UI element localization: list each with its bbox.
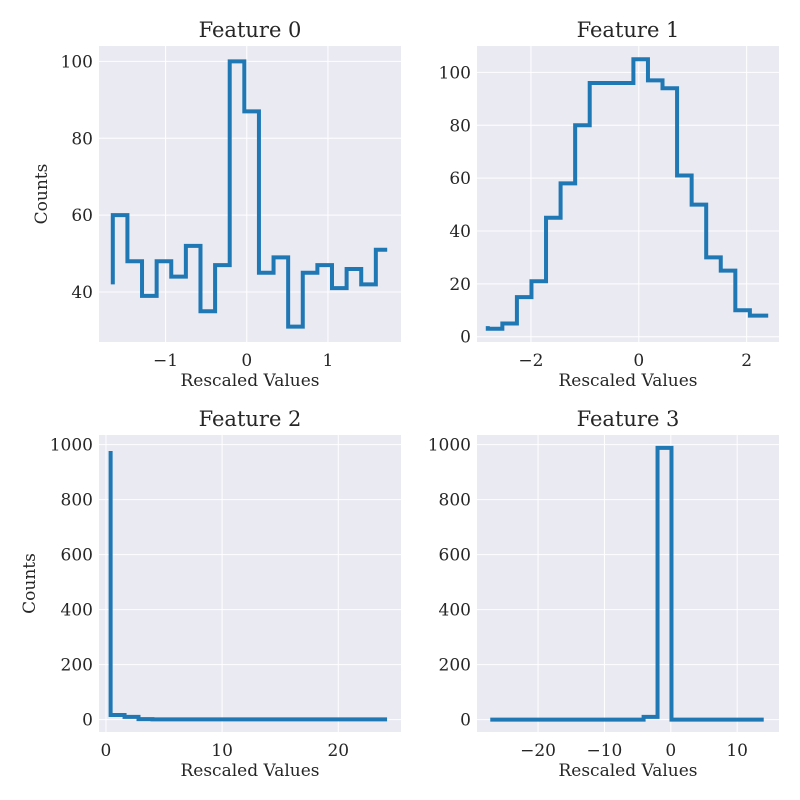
- x-axis-label: Rescaled Values: [180, 761, 319, 781]
- y-tick-label: 800: [439, 491, 471, 511]
- x-tick-label: 0: [101, 741, 112, 761]
- x-tick-label: −20: [520, 741, 556, 761]
- subplot-title: Feature 2: [199, 407, 302, 431]
- x-axis-label: Rescaled Values: [180, 371, 319, 391]
- y-tick-label: 600: [61, 546, 93, 566]
- y-tick-label: 20: [449, 275, 471, 295]
- y-tick-label: 400: [439, 601, 471, 621]
- x-tick-label: −10: [586, 741, 622, 761]
- x-tick-label: −1: [153, 351, 178, 371]
- x-tick-label: 0: [241, 351, 252, 371]
- y-tick-label: 1000: [428, 436, 471, 456]
- y-tick-label: 600: [439, 546, 471, 566]
- series-line: [490, 445, 764, 722]
- x-axis-label: Rescaled Values: [558, 761, 697, 781]
- y-axis-label: Counts: [32, 164, 52, 225]
- y-tick-label: 0: [460, 711, 471, 731]
- y-tick-label: 80: [449, 116, 471, 136]
- x-axis-label: Rescaled Values: [558, 371, 697, 391]
- y-tick-label: 60: [449, 169, 471, 189]
- x-tick-label: 10: [726, 741, 748, 761]
- axes-background: [477, 46, 779, 342]
- x-tick-label: 10: [211, 741, 233, 761]
- subplot-title: Feature 3: [577, 407, 680, 431]
- y-tick-label: 1000: [50, 436, 93, 456]
- x-tick-label: 0: [633, 351, 644, 371]
- y-tick-label: 40: [449, 222, 471, 242]
- y-tick-label: 60: [71, 206, 93, 226]
- subplot-0: −1 0 1 40 60 80 100 Feature 0 Rescaled Values Cou…: [32, 18, 401, 391]
- x-tick-label: 2: [741, 351, 752, 371]
- axes-background: [99, 46, 401, 342]
- y-tick-label: 800: [61, 491, 93, 511]
- x-tick-label: 0: [665, 741, 676, 761]
- y-tick-label: 400: [61, 601, 93, 621]
- x-tick-label: 20: [327, 741, 349, 761]
- x-tick-label: 1: [323, 351, 334, 371]
- subplot-title: Feature 0: [199, 18, 302, 42]
- axes-background: [477, 435, 779, 732]
- y-tick-label: 0: [460, 328, 471, 348]
- x-tick-label: −2: [518, 351, 543, 371]
- y-tick-label: 80: [71, 129, 93, 149]
- series-line: [110, 59, 388, 329]
- y-axis-label: Counts: [20, 553, 40, 614]
- axes-background: [99, 435, 401, 732]
- y-tick-label: 200: [439, 656, 471, 676]
- y-tick-label: 200: [61, 656, 93, 676]
- y-tick-label: 100: [439, 63, 471, 83]
- subplot-title: Feature 1: [577, 18, 680, 42]
- y-tick-label: 40: [71, 283, 93, 303]
- series-line: [108, 450, 388, 722]
- series-line: [485, 57, 769, 331]
- y-tick-label: 0: [82, 711, 93, 731]
- y-tick-label: 100: [61, 52, 93, 72]
